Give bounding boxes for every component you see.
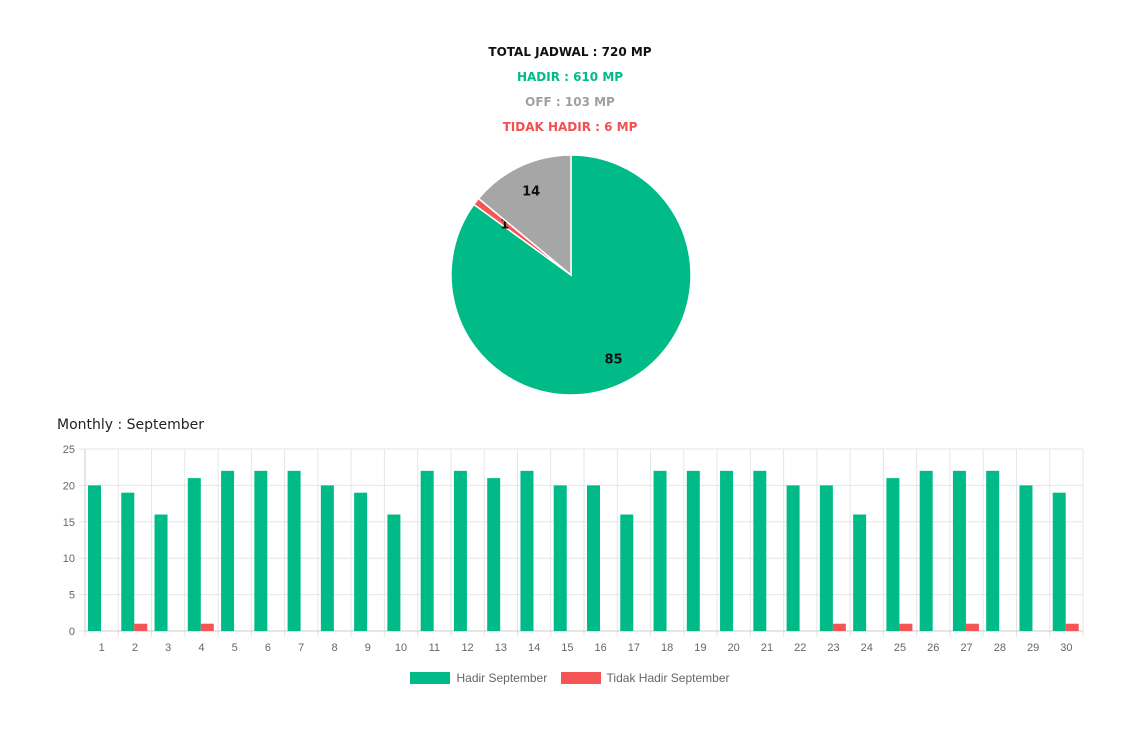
x-tick-label: 21	[761, 642, 773, 654]
pie-data-label-2: 14	[522, 184, 540, 199]
x-tick-label: 5	[232, 642, 238, 654]
x-tick-label: 4	[198, 642, 204, 654]
pie-data-label-0: 85	[604, 352, 622, 367]
bar-hadir-day-9[interactable]	[354, 492, 368, 631]
bar-hadir-day-16[interactable]	[587, 485, 600, 631]
legend-swatch-tidak-hadir	[560, 672, 601, 685]
x-tick-label: 12	[461, 642, 473, 654]
pie-data-label-1: 1	[500, 218, 509, 233]
bar-hadir-day-17[interactable]	[620, 514, 634, 631]
x-tick-label: 16	[595, 642, 607, 654]
bar-hadir-day-26[interactable]	[919, 470, 933, 631]
x-tick-label: 8	[331, 642, 337, 654]
x-tick-label: 10	[395, 642, 407, 654]
x-tick-label: 24	[861, 642, 873, 654]
x-tick-label: 1	[99, 642, 105, 654]
bar-hadir-day-24[interactable]	[853, 514, 867, 631]
bar-hadir-day-29[interactable]	[1019, 485, 1033, 631]
y-tick-label: 20	[63, 480, 75, 492]
x-tick-label: 25	[894, 642, 906, 654]
bar-hadir-day-19[interactable]	[686, 470, 700, 631]
y-tick-label: 10	[63, 553, 75, 565]
bar-hadir-day-23[interactable]	[819, 485, 833, 631]
x-tick-label: 7	[298, 642, 304, 654]
present-count-text: HADIR : 610 MP	[516, 70, 624, 84]
x-tick-label: 22	[794, 642, 806, 654]
y-tick-label: 5	[69, 590, 75, 602]
x-tick-label: 17	[628, 642, 640, 654]
bar-hadir-day-2[interactable]	[121, 492, 135, 631]
x-tick-label: 27	[960, 642, 972, 654]
bar-tidak-hadir-day-30[interactable]	[1065, 623, 1079, 631]
legend-label-hadir: Hadir September	[456, 671, 548, 686]
attendance-summary: TOTAL JADWAL : 720 MP HADIR : 610 MP OFF…	[0, 40, 1140, 140]
bar-hadir-day-28[interactable]	[986, 470, 1000, 631]
y-tick-label: 15	[63, 517, 75, 529]
legend-item-tidak-hadir[interactable]: Tidak Hadir September	[560, 670, 730, 686]
bar-hadir-day-27[interactable]	[952, 470, 966, 631]
x-tick-label: 19	[694, 642, 706, 654]
x-tick-label: 13	[495, 642, 507, 654]
bar-hadir-day-22[interactable]	[786, 485, 800, 631]
bar-hadir-day-14[interactable]	[520, 470, 534, 631]
x-tick-label: 2	[132, 642, 138, 654]
bar-tidak-hadir-day-27[interactable]	[965, 623, 979, 631]
bar-tidak-hadir-day-23[interactable]	[832, 623, 846, 631]
x-tick-label: 3	[165, 642, 171, 654]
x-tick-label: 23	[827, 642, 839, 654]
x-tick-label: 6	[265, 642, 271, 654]
bar-tidak-hadir-day-2[interactable]	[134, 623, 148, 631]
bar-hadir-day-11[interactable]	[420, 470, 434, 631]
bar-hadir-day-6[interactable]	[254, 470, 268, 631]
legend-swatch-hadir	[410, 672, 451, 685]
absent-count-text: TIDAK HADIR : 6 MP	[502, 120, 638, 134]
bar-tidak-hadir-day-25[interactable]	[899, 623, 913, 631]
bar-hadir-day-4[interactable]	[187, 478, 201, 631]
bar-hadir-day-10[interactable]	[387, 514, 401, 631]
bar-hadir-day-3[interactable]	[154, 514, 168, 631]
bar-hadir-day-15[interactable]	[553, 485, 567, 631]
x-tick-label: 28	[994, 642, 1006, 654]
bar-hadir-day-7[interactable]	[287, 470, 301, 631]
x-tick-label: 18	[661, 642, 673, 654]
bar-hadir-day-20[interactable]	[720, 470, 734, 631]
y-tick-label: 0	[69, 626, 75, 638]
x-tick-label: 26	[927, 642, 939, 654]
bar-hadir-day-12[interactable]	[453, 470, 467, 631]
x-tick-label: 20	[728, 642, 740, 654]
bar-hadir-day-1[interactable]	[88, 485, 101, 631]
y-tick-label: 25	[63, 444, 75, 456]
off-count-text: OFF : 103 MP	[525, 95, 615, 109]
x-tick-label: 11	[429, 642, 440, 654]
bar-hadir-day-8[interactable]	[320, 485, 334, 631]
monthly-title: Monthly : September	[57, 417, 205, 433]
pie-slice-2[interactable]	[477, 154, 572, 277]
legend-item-hadir[interactable]: Hadir September	[410, 670, 547, 685]
legend-label-tidak-hadir: Tidak Hadir September	[606, 671, 730, 686]
bar-hadir-day-21[interactable]	[753, 470, 767, 631]
bar-hadir-day-13[interactable]	[487, 478, 501, 631]
x-tick-label: 9	[365, 642, 371, 654]
bar-tidak-hadir-day-4[interactable]	[200, 623, 214, 631]
x-tick-label: 15	[561, 642, 573, 654]
total-schedule-text: TOTAL JADWAL : 720 MP	[488, 45, 652, 59]
x-tick-label: 14	[528, 642, 540, 654]
bar-chart-legend: Hadir September Tidak Hadir September	[0, 670, 1140, 685]
bar-hadir-day-25[interactable]	[886, 478, 900, 631]
bar-hadir-day-30[interactable]	[1052, 492, 1066, 631]
attendance-pie-chart: 85 1 14	[450, 154, 692, 396]
x-tick-label: 29	[1027, 642, 1039, 654]
x-tick-label: 30	[1060, 642, 1072, 654]
bar-hadir-day-18[interactable]	[653, 470, 667, 631]
bar-hadir-day-5[interactable]	[221, 470, 235, 631]
